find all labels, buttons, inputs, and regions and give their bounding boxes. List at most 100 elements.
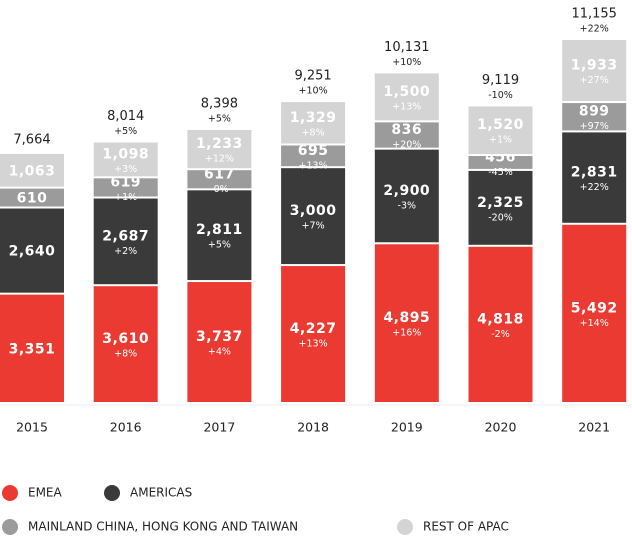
value-label: 3,000 [290, 203, 337, 219]
bar-segment [374, 244, 439, 402]
change-label: +14% [580, 318, 609, 329]
change-label: -0% [210, 184, 229, 195]
x-tick-label: 2018 [297, 420, 329, 435]
legend-swatch [2, 485, 18, 501]
bar-segment [562, 132, 627, 223]
value-label: 899 [579, 104, 610, 120]
change-label: -45% [488, 167, 513, 178]
change-label: +2% [114, 246, 137, 257]
bar-segment [374, 149, 439, 243]
change-label: +3% [114, 164, 137, 175]
bar-segment [0, 153, 64, 187]
bar-segment [281, 145, 346, 167]
change-label: -20% [488, 212, 513, 223]
change-label: +27% [580, 75, 609, 86]
change-label: +13% [299, 339, 328, 350]
value-label: 3,737 [196, 329, 243, 345]
x-tick-label: 2015 [16, 420, 48, 435]
bar-segment [374, 122, 439, 148]
change-label: +97% [580, 121, 609, 132]
total-change-label: +10% [392, 57, 421, 68]
change-label: +16% [392, 328, 421, 339]
bar-segment [0, 188, 64, 207]
total-label: 10,131 [384, 40, 430, 55]
bar-segment [562, 224, 627, 402]
value-label: 1,233 [196, 136, 243, 152]
total-change-label: +5% [208, 113, 231, 124]
change-label: +22% [580, 182, 609, 193]
value-label: 1,500 [383, 84, 430, 100]
total-label: 7,664 [13, 132, 50, 147]
x-tick-label: 2017 [203, 420, 235, 435]
change-label: -3% [398, 200, 417, 211]
x-tick-label: 2021 [578, 420, 610, 435]
bar-segment [93, 142, 158, 177]
legend-label: MAINLAND CHINA, HONG KONG AND TAIWAN [28, 520, 298, 534]
value-label: 4,895 [383, 310, 430, 326]
change-label: +5% [208, 240, 231, 251]
value-label: 2,687 [102, 228, 149, 244]
value-label: 2,325 [477, 195, 524, 211]
change-label: +4% [208, 347, 231, 358]
value-label: 2,640 [9, 244, 56, 260]
bar-segment [93, 178, 158, 197]
bar-segment [468, 156, 533, 169]
value-label: 1,098 [102, 146, 149, 162]
x-tick-label: 2016 [110, 420, 142, 435]
bar-segment [0, 208, 64, 293]
total-label: 11,155 [571, 7, 617, 22]
change-label: -2% [491, 329, 510, 340]
value-label: 3,351 [9, 341, 56, 357]
bar-segment [468, 246, 533, 402]
bar-segment [281, 266, 346, 402]
value-label: 836 [391, 122, 422, 138]
bar-segment [562, 40, 627, 102]
total-change-label: +22% [580, 24, 609, 35]
total-label: 8,014 [107, 109, 144, 124]
value-label: 695 [298, 143, 329, 159]
value-label: 4,818 [477, 311, 524, 327]
change-label: +8% [114, 349, 137, 360]
value-label: 5,492 [571, 300, 618, 316]
value-label: 2,900 [383, 183, 430, 199]
total-change-label: -10% [488, 90, 513, 101]
total-change-label: +10% [299, 86, 328, 97]
value-label: 2,831 [571, 165, 618, 181]
change-label: +13% [299, 160, 328, 171]
change-label: +1% [489, 135, 512, 146]
value-label: 2,811 [196, 222, 243, 238]
bar-segment [187, 170, 252, 189]
legend-swatch [397, 519, 413, 535]
change-label: +8% [302, 127, 325, 138]
change-label: +7% [302, 221, 325, 232]
value-label: 1,329 [290, 110, 337, 126]
value-label: 619 [110, 174, 141, 190]
bar-segment [562, 103, 627, 131]
bar-segment [468, 106, 533, 155]
value-label: 1,063 [9, 163, 56, 179]
bar-segment [187, 282, 252, 402]
bar-segment [93, 198, 158, 285]
value-label: 3,610 [102, 331, 149, 347]
bar-segment [0, 294, 64, 402]
bar-segment [281, 168, 346, 265]
bar-segment [93, 286, 158, 402]
total-change-label: +5% [114, 126, 137, 137]
legend-label: AMERICAS [130, 486, 192, 500]
bar-segment [187, 190, 252, 281]
value-label: 610 [17, 191, 48, 207]
change-label: +12% [205, 154, 234, 165]
legend-label: EMEA [28, 486, 63, 500]
x-tick-label: 2020 [485, 420, 517, 435]
legend-label: REST OF APAC [423, 520, 509, 534]
change-label: +20% [392, 140, 421, 151]
total-label: 9,251 [294, 69, 331, 84]
total-label: 8,398 [201, 96, 238, 111]
bar-segment [374, 73, 439, 121]
legend-swatch [2, 519, 18, 535]
value-label: 1,933 [571, 58, 618, 74]
value-label: 4,227 [290, 321, 337, 337]
bar-segment [468, 170, 533, 245]
value-label: 1,520 [477, 117, 524, 133]
